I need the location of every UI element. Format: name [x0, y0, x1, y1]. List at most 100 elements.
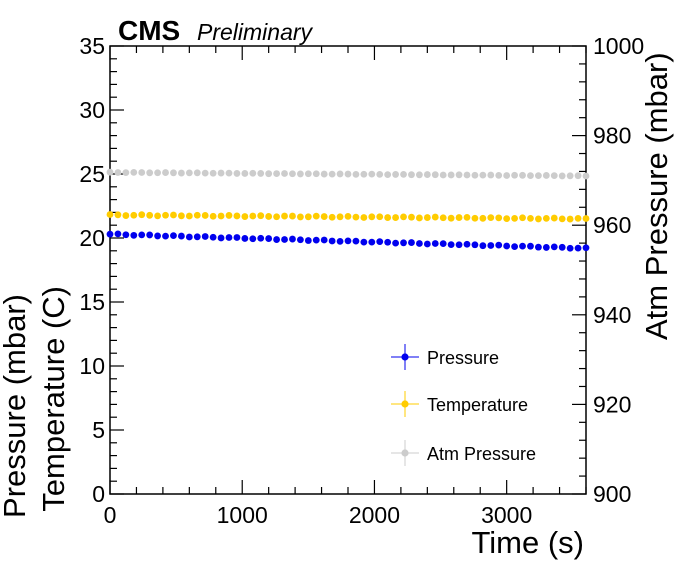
data-point-temperature	[495, 214, 503, 222]
y-right-tick-label: 940	[593, 302, 631, 328]
data-point-temperature	[511, 214, 518, 222]
x-tick-label: 0	[104, 502, 117, 528]
data-point-temperature	[447, 214, 455, 222]
data-point-atm-pressure	[463, 171, 471, 179]
data-point-pressure	[185, 233, 193, 241]
data-point-atm-pressure	[273, 170, 280, 177]
data-point-pressure	[582, 244, 590, 252]
data-point-atm-pressure	[289, 170, 296, 178]
data-point-temperature	[170, 211, 177, 219]
data-point-atm-pressure	[376, 170, 384, 178]
data-point-atm-pressure	[170, 169, 177, 177]
data-point-atm-pressure	[265, 170, 273, 178]
data-point-atm-pressure	[408, 171, 415, 179]
data-point-pressure	[328, 237, 336, 245]
data-point-pressure	[384, 238, 392, 246]
data-point-atm-pressure	[193, 169, 201, 177]
data-point-atm-pressure	[328, 170, 336, 178]
y-right-axis-title: Atm Pressure (mbar)	[639, 52, 674, 340]
data-point-temperature	[558, 215, 566, 223]
y-left-tick-label: 35	[79, 33, 105, 59]
data-point-temperature	[527, 214, 534, 222]
data-point-temperature	[281, 212, 288, 220]
data-point-pressure	[400, 239, 407, 247]
data-point-pressure	[138, 231, 146, 239]
data-point-atm-pressure	[304, 170, 312, 178]
data-point-temperature	[201, 212, 209, 219]
data-point-atm-pressure	[519, 171, 526, 179]
data-point-temperature	[463, 213, 471, 221]
legend-marker-pressure	[401, 353, 409, 361]
data-point-pressure	[162, 232, 169, 240]
y-left-tick-label: 0	[92, 481, 105, 507]
data-point-temperature	[209, 212, 217, 220]
data-point-pressure	[360, 238, 368, 246]
data-point-temperature	[193, 211, 201, 219]
data-point-temperature	[368, 213, 376, 221]
data-point-atm-pressure	[185, 169, 193, 177]
data-point-atm-pressure	[154, 169, 162, 177]
data-point-atm-pressure	[431, 171, 439, 179]
data-point-pressure	[154, 232, 162, 240]
data-point-temperature	[162, 211, 169, 219]
data-point-atm-pressure	[400, 170, 407, 178]
data-point-temperature	[185, 212, 193, 220]
data-point-atm-pressure	[241, 170, 249, 177]
data-point-pressure	[273, 236, 280, 243]
data-point-pressure	[297, 236, 304, 244]
data-point-temperature	[249, 212, 257, 220]
data-point-temperature	[265, 213, 273, 220]
data-point-temperature	[328, 213, 336, 221]
data-point-atm-pressure	[249, 169, 257, 177]
data-point-atm-pressure	[550, 172, 558, 180]
data-point-temperature	[114, 211, 122, 219]
data-point-pressure	[217, 234, 225, 242]
data-point-pressure	[479, 242, 487, 250]
data-point-temperature	[122, 212, 130, 219]
data-markers	[106, 168, 590, 252]
data-point-pressure	[408, 239, 415, 246]
data-point-pressure	[249, 235, 257, 243]
data-point-temperature	[106, 211, 114, 218]
data-point-pressure	[233, 234, 241, 241]
data-point-pressure	[503, 242, 511, 250]
data-point-pressure	[423, 240, 431, 248]
legend-marker-temperature	[401, 400, 409, 408]
data-point-temperature	[487, 214, 495, 222]
y-right-tick-label: 980	[593, 123, 631, 149]
data-point-atm-pressure	[416, 171, 423, 179]
data-point-temperature	[384, 214, 392, 221]
data-point-temperature	[376, 213, 384, 221]
data-point-pressure	[106, 230, 114, 238]
data-point-temperature	[519, 214, 526, 222]
data-point-atm-pressure	[336, 170, 344, 178]
data-point-temperature	[336, 213, 344, 221]
data-point-pressure	[558, 243, 566, 251]
data-point-pressure	[352, 237, 360, 245]
data-point-temperature	[138, 211, 146, 219]
data-point-atm-pressure	[344, 170, 352, 178]
legend-entry-atm-pressure: Atm Pressure	[391, 440, 536, 466]
data-point-temperature	[431, 213, 439, 221]
data-point-temperature	[566, 215, 574, 223]
data-point-atm-pressure	[312, 170, 320, 178]
data-point-atm-pressure	[209, 169, 217, 177]
y-right-tick-label: 920	[593, 391, 631, 417]
data-point-atm-pressure	[503, 172, 511, 179]
data-point-temperature	[455, 214, 463, 221]
data-point-pressure	[368, 238, 376, 246]
data-point-temperature	[241, 213, 249, 220]
data-point-temperature	[225, 212, 233, 219]
y-right-tick-label: 1000	[593, 33, 644, 59]
data-point-pressure	[122, 231, 130, 239]
data-point-temperature	[130, 211, 138, 219]
data-point-atm-pressure	[574, 172, 582, 180]
data-point-temperature	[304, 213, 312, 221]
data-point-atm-pressure	[138, 169, 146, 176]
data-point-pressure	[471, 241, 479, 249]
cms-label: CMS	[118, 15, 180, 46]
data-point-temperature	[392, 214, 399, 221]
data-point-atm-pressure	[511, 171, 518, 179]
data-point-atm-pressure	[130, 168, 138, 176]
